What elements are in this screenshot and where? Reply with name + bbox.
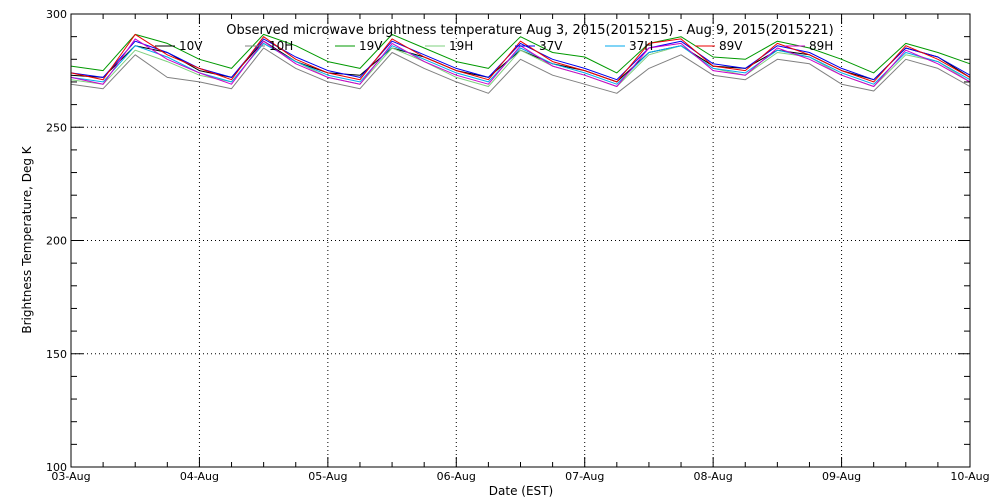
- legend-label-37v: 37V: [539, 39, 563, 53]
- y-tick-label: 250: [46, 121, 67, 134]
- legend-label-10v: 10V: [179, 39, 203, 53]
- x-tick-labels: 03-Aug 04-Aug 05-Aug 06-Aug 07-Aug 08-Aug 09-A…: [51, 470, 989, 483]
- y-axis-label: Brightness Temperature, Deg K: [20, 145, 34, 333]
- x-tick-label: 03-Aug: [51, 470, 90, 483]
- series-line-10h: [70, 47, 971, 94]
- series-line-37h: [70, 42, 971, 85]
- x-tick-label: 05-Aug: [308, 470, 347, 483]
- y-tick-label: 100: [46, 461, 67, 474]
- legend-label-37h: 37H: [629, 39, 653, 53]
- chart-title: Observed microwave brightness temperatur…: [226, 23, 833, 38]
- grid: [71, 14, 970, 467]
- series-line-19h: [70, 42, 971, 87]
- x-axis-label: Date (EST): [489, 484, 553, 498]
- x-tick-label: 06-Aug: [437, 470, 476, 483]
- legend-label-89h: 89H: [809, 39, 833, 53]
- legend-label-19v: 19V: [359, 39, 383, 53]
- legend-label-10h: 10H: [269, 39, 293, 53]
- x-tick-label: 07-Aug: [565, 470, 604, 483]
- y-tick-label: 200: [46, 235, 67, 248]
- x-tick-label: 09-Aug: [822, 470, 861, 483]
- axis-ticks: [70, 13, 971, 468]
- y-tick-label: 300: [46, 8, 67, 21]
- legend-label-19h: 19H: [449, 39, 473, 53]
- x-tick-label: 08-Aug: [694, 470, 733, 483]
- series-lines: [70, 33, 971, 94]
- y-tick-labels: 100 150 200 250 300: [46, 8, 67, 474]
- series-line-37v: [70, 38, 971, 81]
- series-line-89v: [70, 33, 971, 83]
- legend: 10V 10H 19V 19H 37V 37H 89V 89H: [155, 39, 833, 53]
- legend-label-89v: 89V: [719, 39, 743, 53]
- y-tick-label: 150: [46, 348, 67, 361]
- x-tick-label: 10-Aug: [950, 470, 989, 483]
- series-line-19v: [70, 33, 971, 74]
- x-tick-label: 04-Aug: [180, 470, 219, 483]
